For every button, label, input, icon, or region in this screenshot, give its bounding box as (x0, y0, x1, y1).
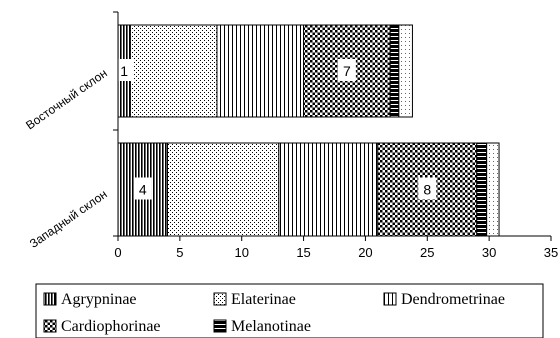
bar-elaterinae (166, 142, 280, 237)
x-tick-label: 25 (420, 245, 434, 260)
legend-swatch-melanotinae (213, 319, 227, 333)
legend-label-elaterinae: Elaterinae (231, 291, 296, 308)
data-label: 7 (343, 63, 351, 79)
category-label: Западный склон (27, 187, 110, 251)
legend-frame (35, 283, 544, 338)
bar-remainder (486, 142, 500, 237)
bar-remainder (398, 24, 413, 118)
data-label-background (337, 59, 356, 81)
bar-dendrometrinae (278, 142, 379, 237)
data-label: 8 (423, 182, 431, 198)
bar-elaterinae (129, 24, 218, 118)
bar-melanotinae (476, 142, 488, 237)
data-label-background (133, 177, 152, 200)
x-tick-label: 5 (176, 245, 183, 260)
x-tick-label: 10 (234, 245, 248, 260)
legend-swatch-dendrometrinae (383, 292, 397, 306)
x-tick-label: 35 (544, 245, 558, 260)
legend-label-cardiophorinae: Cardiophorinae (61, 318, 161, 335)
legend-swatch-elaterinae (213, 292, 227, 306)
legend: Agrypninae Elaterinae Dendrometrinae Cardio… (35, 283, 544, 338)
x-tick-label: 15 (296, 245, 310, 260)
legend-swatch-cardiophorinae (43, 319, 57, 333)
legend-label-dendrometrinae: Dendrometrinae (401, 291, 505, 308)
legend-label-melanotinae: Melanotinae (231, 318, 311, 335)
bar-melanotinae (389, 24, 400, 118)
y-axis: Восточный склон Западный склон (23, 11, 119, 251)
data-label: 4 (139, 182, 147, 198)
plot-area: 1 74 8 (115, 24, 500, 237)
legend-label-agrypninae: Agrypninae (61, 291, 137, 308)
data-label: 1 (120, 63, 128, 79)
data-label-background (115, 59, 134, 81)
x-axis: 0 5 10 15 20 25 30 35 (114, 235, 558, 260)
category-label: Восточный склон (23, 66, 110, 132)
x-tick-label: 20 (358, 245, 372, 260)
x-tick-label: 30 (482, 245, 496, 260)
data-label-background (418, 177, 437, 200)
legend-swatch-agrypninae (43, 292, 57, 306)
bar-dendrometrinae (216, 24, 305, 118)
x-tick-label: 0 (114, 245, 121, 260)
